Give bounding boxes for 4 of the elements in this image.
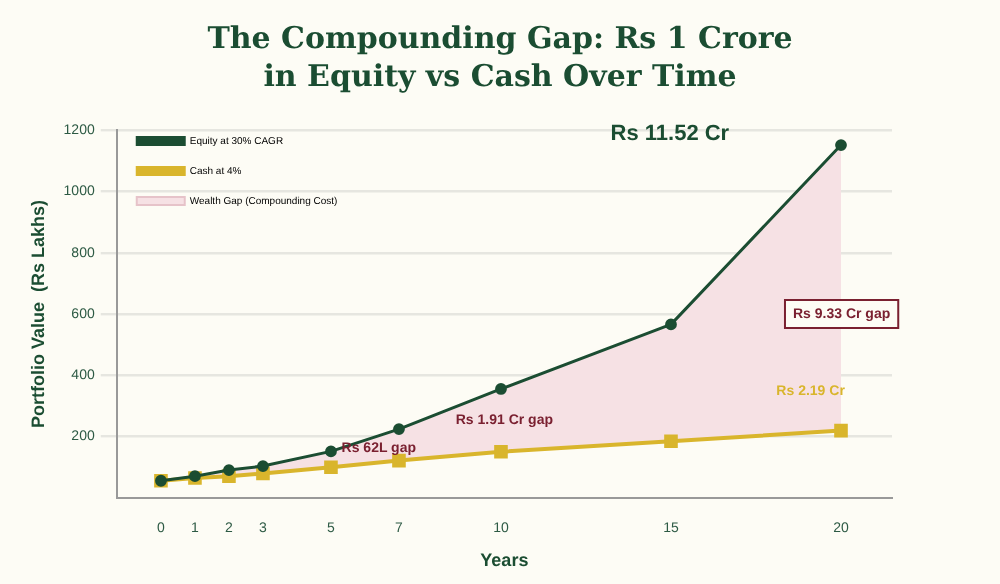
chart-title: The Compounding Gap: Rs 1 Crore in Equity vs Cash Over Time <box>205 18 795 98</box>
x-axis-title: Years <box>480 550 529 571</box>
annotation: Rs 11.52 Cr <box>610 122 731 147</box>
y-axis-title: Portfolio Value (Rs Lakhs) <box>27 199 48 429</box>
